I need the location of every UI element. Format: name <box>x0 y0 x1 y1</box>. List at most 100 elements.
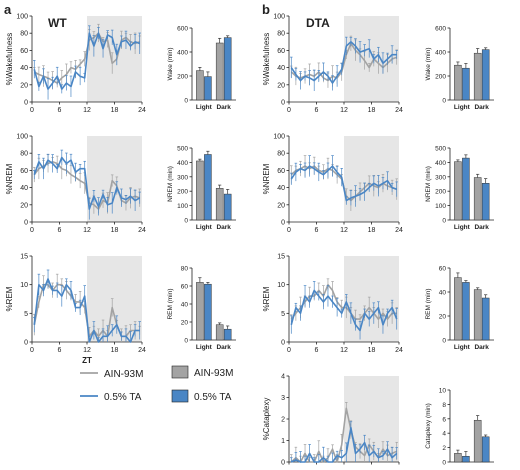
dta-wake-line-ytick-label: 100 <box>273 14 285 21</box>
wt-rem-bar: 0 20 40 60 80 REM (min) Light Dark <box>167 266 236 351</box>
wt-wake-line-xtick-label: 12 <box>83 107 91 114</box>
wt-wake-line-ytick-label: 80 <box>20 31 28 38</box>
dta-cat-bar-ytick-label: 0 <box>442 460 446 466</box>
dta-rem-bar-bar <box>473 289 482 341</box>
wt-rem-bar-bar <box>204 283 212 341</box>
wt-wake-line-dark-shade <box>87 16 142 102</box>
wt-nrem-line-xtick-label: 6 <box>58 227 62 234</box>
dta-cat-line-ytick-label: 2 <box>281 417 285 424</box>
dta-wake-bar-category-label: Dark <box>474 104 489 111</box>
dta-cat-bar-ytick-label: 6 <box>442 416 446 423</box>
legend-bar-label-gray: AIN-93M <box>194 368 233 379</box>
wt-rem-line-xtick-label: 18 <box>111 347 119 354</box>
wt-wake-bar-ytick-label: 200 <box>177 74 188 81</box>
dta-nrem-bar-bar <box>454 161 462 221</box>
dta-rem-bar-category-label: Light <box>454 344 471 351</box>
dta-nrem-line-ytick-label: 80 <box>277 151 285 158</box>
wt-rem-line-series-1 <box>33 278 140 343</box>
dta-wake-line-series-0 <box>290 42 397 82</box>
dta-wake-bar-bar <box>462 67 470 101</box>
dta-rem-bar-ytick-label: 0 <box>442 338 446 345</box>
dta-rem-line-ytick-label: 5 <box>281 311 285 318</box>
wt-wake-line-ytick-label: 40 <box>20 65 28 72</box>
wt-wake-bar-bar <box>215 42 224 101</box>
wt-wake-line-xtick-label: 24 <box>138 107 146 114</box>
wt-rem-bar-ytick-label: 20 <box>181 320 189 327</box>
dta-cat-bar-ytick-label: 8 <box>442 402 446 409</box>
wt-rem-line-ytick-label: 15 <box>20 254 28 261</box>
dta-rem-line-xtick-label: 0 <box>287 347 291 354</box>
dta-rem-line-ytick-label: 10 <box>277 282 285 289</box>
wt-wake-bar-bar <box>204 76 212 101</box>
dta-wake-line: 0 20 40 60 80 100 0 6 12 18 24 %Wakefulness <box>262 14 403 115</box>
dta-rem-line-xtick-label: 18 <box>368 347 376 354</box>
dta-wake-line-ytick-label: 60 <box>277 48 285 55</box>
dta-rem-line-series-1 <box>290 289 398 332</box>
dta-nrem-line-xtick-label: 24 <box>395 227 403 234</box>
dta-wake-line-dark-shade <box>344 16 399 102</box>
dta-wake-bar: 0 200 400 600 Wake (min) Light Dark <box>425 26 494 111</box>
dta-cat-line-series-1 <box>290 426 398 463</box>
dta-rem-bar-ylabel: REM (min) <box>425 288 432 319</box>
wt-wake-bar-ytick-label: 0 <box>184 98 188 105</box>
wt-rem-line-xlabel: ZT <box>82 356 92 365</box>
dta-rem-bar-ytick-label: 20 <box>439 314 447 321</box>
dta-cat-line-ytick-label: 3 <box>281 395 285 402</box>
wt-wake-line-ylabel: %Wakefulness <box>5 33 14 86</box>
wt-nrem-bar-category-label: Dark <box>216 224 231 231</box>
dta-wake-line-xtick-label: 18 <box>368 107 376 114</box>
dta-nrem-line-ytick-label: 60 <box>277 168 285 175</box>
wt-wake-bar-ytick-label: 400 <box>177 50 188 57</box>
wt-rem-bar-bar <box>223 328 232 341</box>
dta-cat-line-ytick-label: 1 <box>281 438 285 445</box>
wt-wake-bar-category-label: Dark <box>216 104 231 111</box>
wt-nrem-line-xtick-label: 0 <box>30 227 34 234</box>
dta-rem-bar: 0 20 40 60 REM (min) Light Dark <box>425 266 494 351</box>
dta-rem-bar-ytick-label: 40 <box>439 290 447 297</box>
dta-nrem-line-ytick-label: 100 <box>273 134 285 141</box>
dta-wake-bar-category-label: Light <box>454 104 471 111</box>
wt-nrem-line-ytick-label: 40 <box>20 185 28 192</box>
dta-cat-line-ytick-label: 0 <box>281 460 285 466</box>
wt-nrem-bar-bar <box>204 154 212 221</box>
wt-wake-line-ytick-label: 60 <box>20 48 28 55</box>
dta-nrem-bar-ytick-label: 200 <box>435 189 446 196</box>
dta-cat-bar-ytick-label: 10 <box>439 388 447 395</box>
wt-nrem-line-ytick-label: 60 <box>20 168 28 175</box>
dta-wake-line-ytick-label: 20 <box>277 82 285 89</box>
dta-rem-bar-ytick-label: 60 <box>439 266 447 273</box>
dta-wake-bar-bar <box>454 64 462 101</box>
legend-swatch-blue <box>171 389 189 403</box>
wt-rem-line-ytick-label: 0 <box>24 340 28 347</box>
wt-rem-line-ytick-label: 5 <box>24 311 28 318</box>
dta-wake-line-xtick-label: 12 <box>340 107 348 114</box>
legend-bars: AIN-93M 0.5% TA <box>171 365 233 403</box>
dta-rem-line-xtick-label: 12 <box>340 347 348 354</box>
wt-nrem-line-ylabel: %NREM <box>5 163 14 194</box>
dta-nrem-bar-ytick-label: 0 <box>442 218 446 225</box>
wt-wake-line: 0 20 40 60 80 100 0 6 12 18 24 %Wakefulness <box>5 14 146 115</box>
wt-rem-bar-ytick-label: 40 <box>181 302 189 309</box>
wt-nrem-bar-ytick-label: 200 <box>177 189 188 196</box>
wt-wake-line-series-1 <box>33 32 140 90</box>
wt-nrem-line-ytick-label: 0 <box>24 220 28 227</box>
dta-nrem-bar-category-label: Light <box>454 224 471 231</box>
wt-nrem-bar-bar <box>196 160 204 221</box>
dta-cat-line-ytick-label: 4 <box>281 374 285 381</box>
dta-nrem-bar-ytick-label: 500 <box>435 146 446 153</box>
wt-nrem-bar-ylabel: NREM (min) <box>167 166 174 202</box>
wt-nrem-line-xtick-label: 18 <box>111 227 119 234</box>
legend-line-label-blue: 0.5% TA <box>104 392 142 403</box>
dta-wake-line-xtick-label: 24 <box>395 107 403 114</box>
dta-wake-bar-bar <box>481 49 490 101</box>
wt-rem-bar-bar <box>196 282 204 341</box>
dta-rem-line-ytick-label: 0 <box>281 340 285 347</box>
wt-rem-bar-ytick-label: 60 <box>181 284 189 291</box>
wt-wake-line-xtick-label: 0 <box>30 107 34 114</box>
dta-cat-line: 0123406121824%CataplexyZT <box>262 374 403 470</box>
wt-wake-bar-bar <box>223 37 232 101</box>
wt-rem-line-xtick-label: 0 <box>30 347 34 354</box>
wt-wake-line-ytick-label: 0 <box>24 100 28 107</box>
legend-bar-label-blue: 0.5% TA <box>194 392 232 403</box>
